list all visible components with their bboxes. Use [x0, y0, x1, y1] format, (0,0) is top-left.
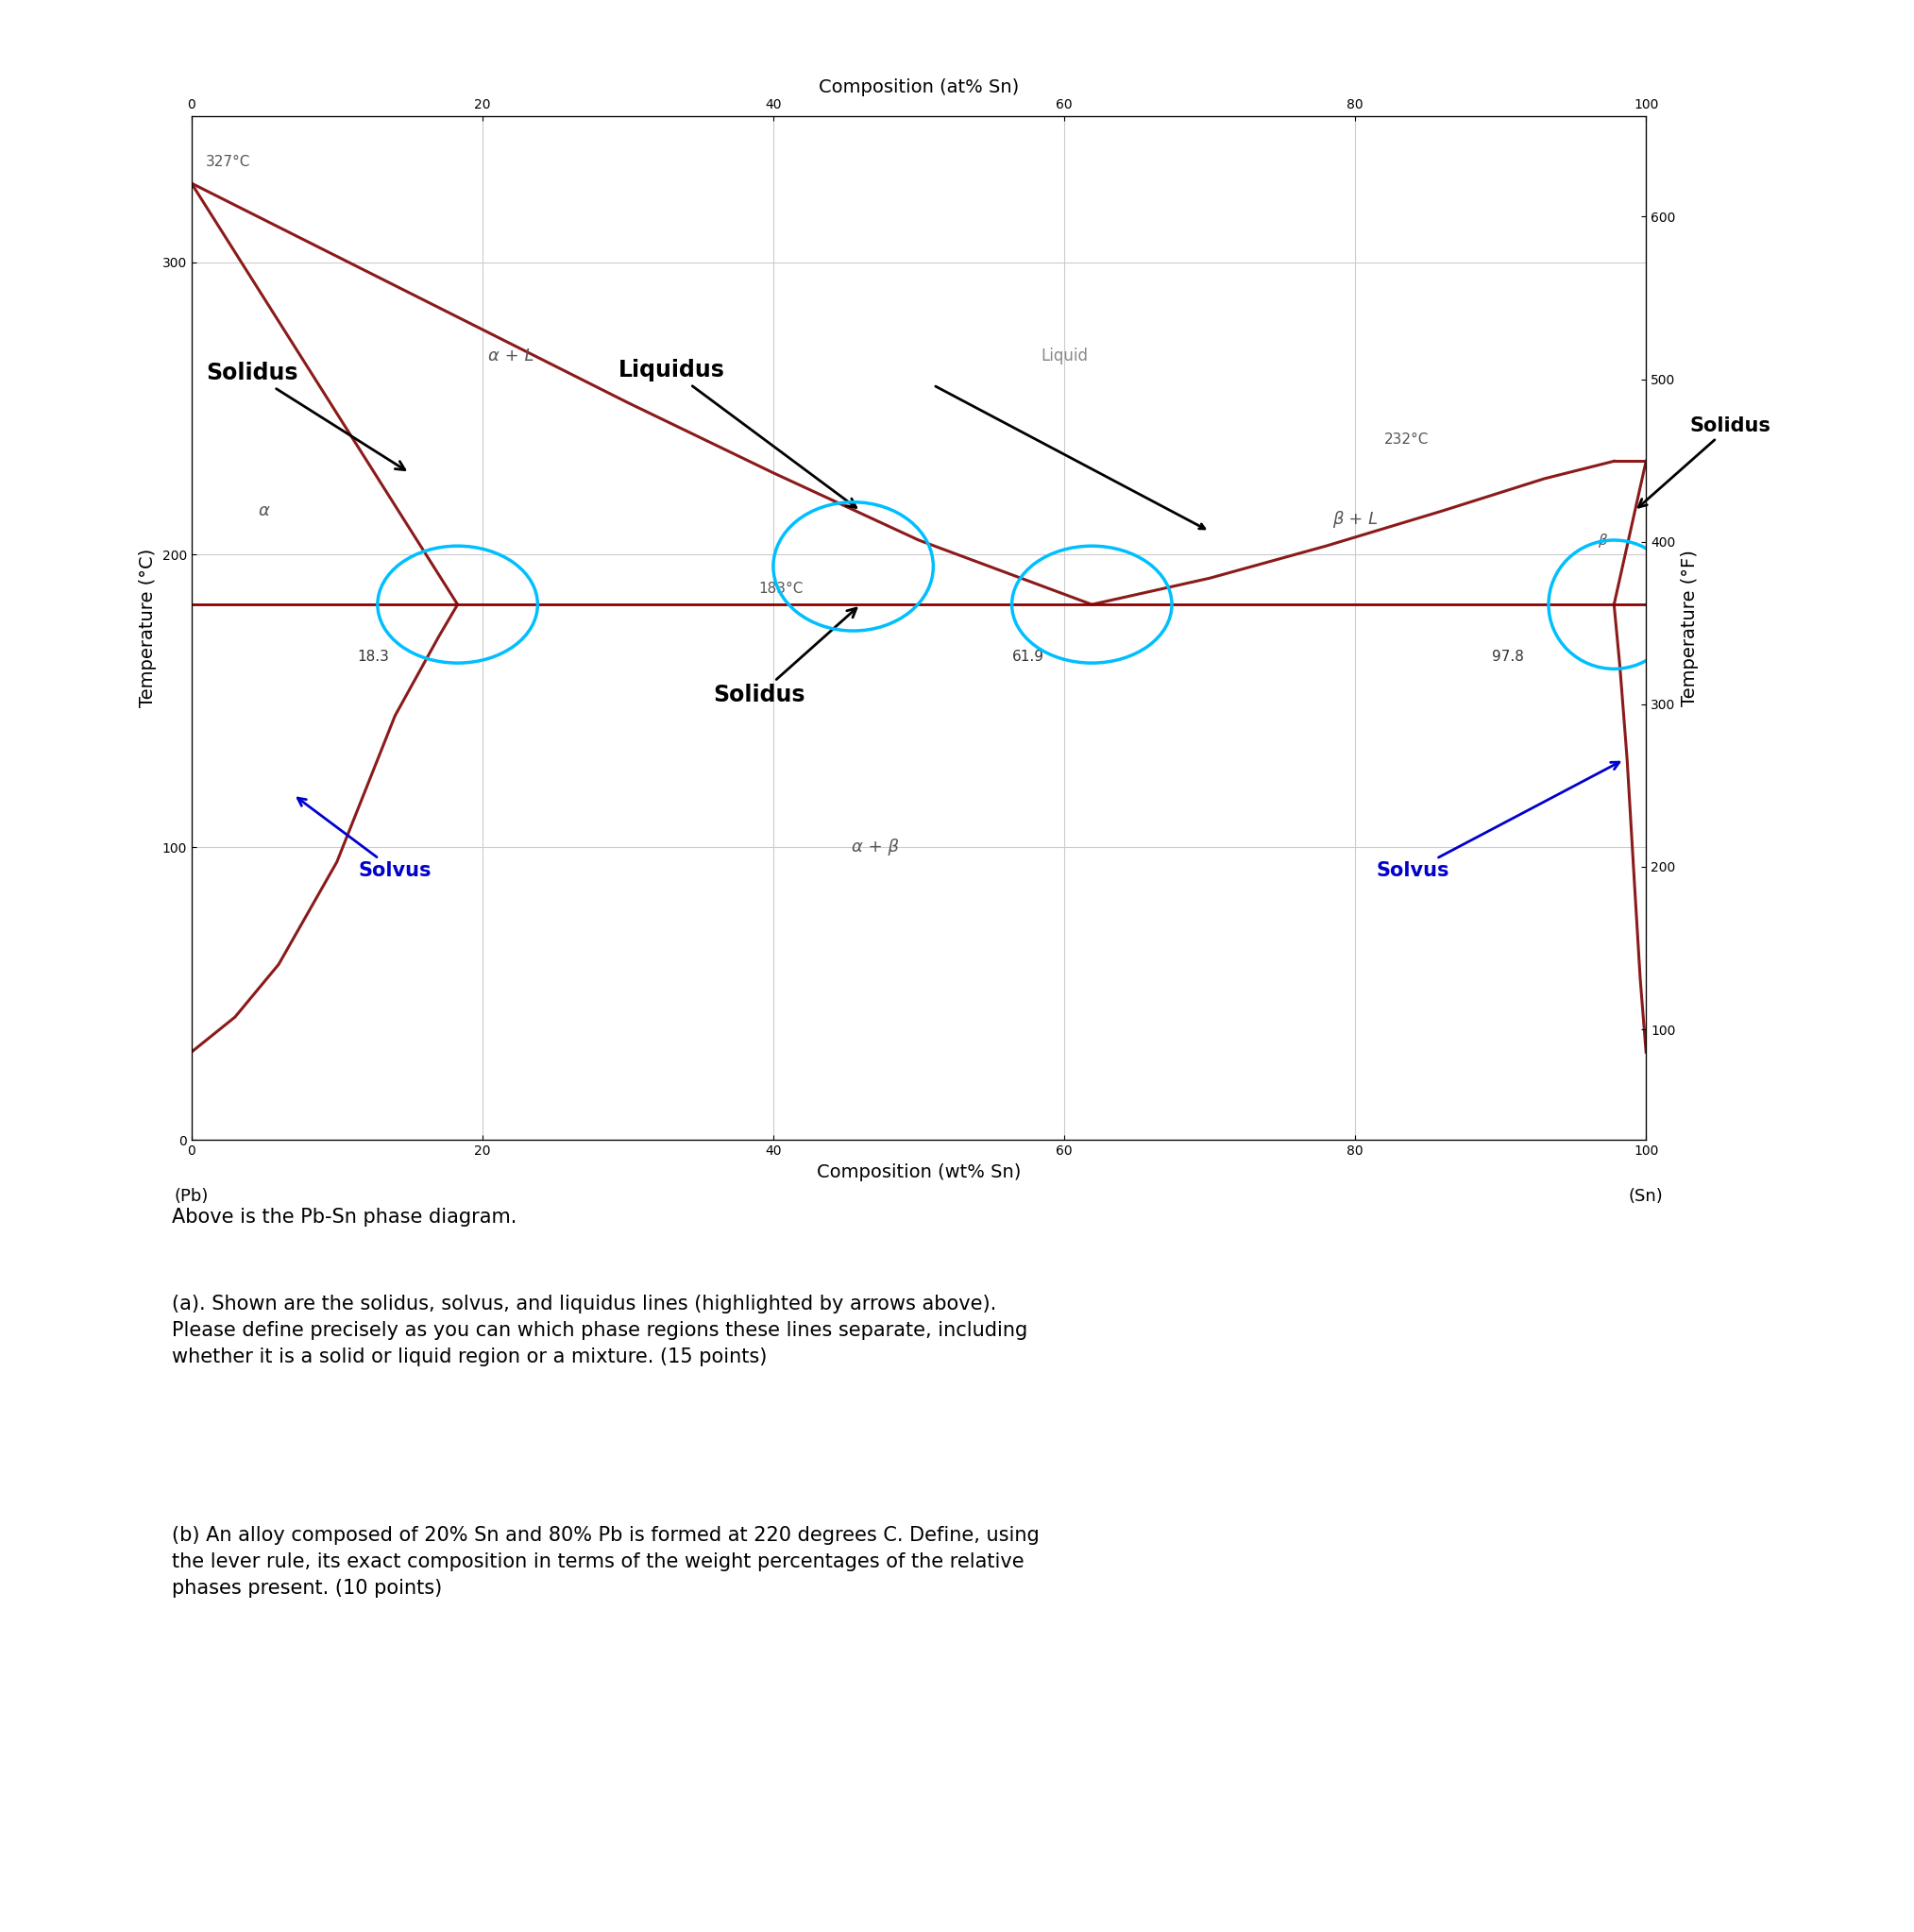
Text: β + L: β + L [1332, 512, 1378, 527]
Text: Solidus: Solidus [1638, 417, 1770, 508]
X-axis label: Composition (at% Sn): Composition (at% Sn) [819, 79, 1018, 97]
Text: Liquidus: Liquidus [618, 359, 856, 508]
Text: β: β [1598, 533, 1608, 547]
Text: Solvus: Solvus [1376, 761, 1619, 881]
Text: 97.8: 97.8 [1491, 649, 1524, 665]
Text: 183°C: 183°C [758, 582, 804, 595]
Text: (Sn): (Sn) [1629, 1188, 1663, 1206]
Y-axis label: Temperature (°C): Temperature (°C) [138, 549, 157, 707]
Y-axis label: Temperature (°F): Temperature (°F) [1680, 549, 1700, 707]
X-axis label: Composition (wt% Sn): Composition (wt% Sn) [817, 1163, 1020, 1180]
Text: Solidus: Solidus [207, 361, 406, 469]
Text: Solidus: Solidus [712, 609, 856, 707]
Text: α + L: α + L [488, 348, 534, 365]
Text: 232°C: 232°C [1384, 433, 1430, 446]
Text: 61.9: 61.9 [1013, 649, 1043, 665]
Text: Above is the Pb-Sn phase diagram.: Above is the Pb-Sn phase diagram. [172, 1208, 517, 1227]
Text: (a). Shown are the solidus, solvus, and liquidus lines (highlighted by arrows ab: (a). Shown are the solidus, solvus, and … [172, 1294, 1028, 1366]
Text: (b) An alloy composed of 20% Sn and 80% Pb is formed at 220 degrees C. Define, u: (b) An alloy composed of 20% Sn and 80% … [172, 1526, 1039, 1598]
Text: 327°C: 327°C [207, 155, 251, 168]
Text: Liquid: Liquid [1041, 348, 1087, 365]
Text: (Pb): (Pb) [174, 1188, 209, 1206]
Text: 18.3: 18.3 [358, 649, 389, 665]
Text: α + β: α + β [852, 838, 900, 856]
Text: α: α [258, 502, 270, 520]
Text: Solvus: Solvus [299, 798, 433, 881]
